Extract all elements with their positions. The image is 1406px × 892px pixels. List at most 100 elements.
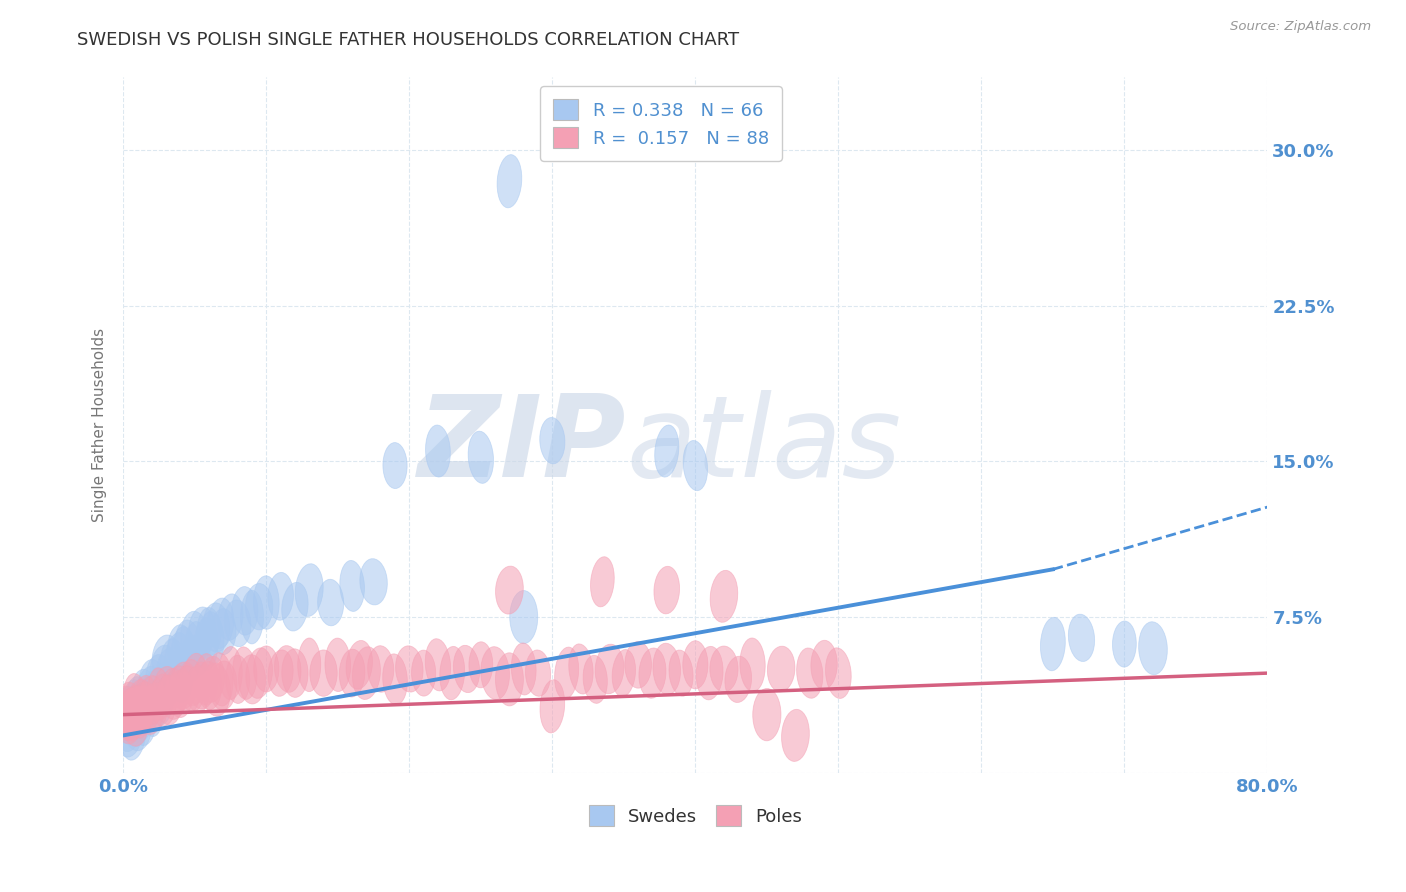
- Ellipse shape: [339, 649, 366, 697]
- Ellipse shape: [740, 638, 765, 691]
- Ellipse shape: [153, 666, 180, 713]
- Ellipse shape: [138, 659, 166, 712]
- Ellipse shape: [267, 573, 294, 620]
- Ellipse shape: [395, 646, 423, 692]
- Ellipse shape: [160, 639, 187, 691]
- Ellipse shape: [135, 687, 163, 734]
- Ellipse shape: [165, 632, 190, 684]
- Ellipse shape: [219, 647, 242, 699]
- Ellipse shape: [167, 670, 193, 717]
- Ellipse shape: [309, 650, 337, 697]
- Ellipse shape: [426, 425, 450, 477]
- Ellipse shape: [382, 654, 408, 705]
- Ellipse shape: [118, 689, 145, 741]
- Ellipse shape: [172, 627, 195, 678]
- Ellipse shape: [440, 647, 464, 700]
- Ellipse shape: [180, 636, 205, 681]
- Ellipse shape: [129, 686, 155, 735]
- Ellipse shape: [148, 668, 170, 720]
- Ellipse shape: [169, 657, 193, 703]
- Ellipse shape: [179, 659, 205, 712]
- Ellipse shape: [540, 417, 565, 464]
- Ellipse shape: [142, 671, 167, 717]
- Ellipse shape: [652, 643, 681, 695]
- Ellipse shape: [325, 638, 350, 691]
- Ellipse shape: [612, 649, 636, 697]
- Ellipse shape: [696, 647, 723, 700]
- Ellipse shape: [246, 648, 273, 698]
- Ellipse shape: [353, 647, 381, 699]
- Ellipse shape: [112, 686, 141, 735]
- Ellipse shape: [115, 689, 143, 740]
- Ellipse shape: [115, 706, 143, 757]
- Ellipse shape: [167, 624, 193, 672]
- Ellipse shape: [202, 603, 229, 652]
- Ellipse shape: [127, 680, 155, 733]
- Ellipse shape: [141, 683, 169, 730]
- Ellipse shape: [797, 648, 823, 698]
- Ellipse shape: [825, 648, 851, 698]
- Ellipse shape: [153, 662, 179, 709]
- Ellipse shape: [710, 570, 738, 623]
- Ellipse shape: [768, 646, 794, 692]
- Ellipse shape: [752, 689, 780, 740]
- Ellipse shape: [194, 654, 218, 705]
- Ellipse shape: [782, 709, 810, 762]
- Ellipse shape: [226, 656, 250, 704]
- Ellipse shape: [124, 687, 152, 734]
- Ellipse shape: [176, 620, 200, 668]
- Ellipse shape: [124, 704, 152, 751]
- Ellipse shape: [141, 684, 163, 737]
- Ellipse shape: [360, 558, 387, 605]
- Ellipse shape: [540, 680, 565, 733]
- Ellipse shape: [453, 645, 479, 692]
- Ellipse shape: [233, 647, 257, 699]
- Ellipse shape: [121, 696, 149, 747]
- Ellipse shape: [669, 650, 693, 696]
- Ellipse shape: [495, 566, 523, 614]
- Text: atlas: atlas: [627, 391, 901, 501]
- Ellipse shape: [591, 557, 614, 607]
- Ellipse shape: [112, 703, 141, 752]
- Ellipse shape: [655, 425, 679, 477]
- Ellipse shape: [683, 441, 707, 491]
- Ellipse shape: [114, 698, 141, 744]
- Ellipse shape: [554, 647, 579, 699]
- Ellipse shape: [127, 677, 149, 723]
- Ellipse shape: [368, 646, 394, 692]
- Ellipse shape: [274, 646, 301, 692]
- Ellipse shape: [169, 662, 197, 709]
- Ellipse shape: [253, 576, 280, 629]
- Ellipse shape: [186, 622, 209, 675]
- Ellipse shape: [412, 650, 436, 696]
- Ellipse shape: [194, 617, 218, 671]
- Ellipse shape: [157, 649, 181, 698]
- Ellipse shape: [165, 666, 191, 714]
- Ellipse shape: [654, 566, 679, 614]
- Text: Source: ZipAtlas.com: Source: ZipAtlas.com: [1230, 20, 1371, 33]
- Ellipse shape: [240, 591, 263, 644]
- Ellipse shape: [1112, 621, 1136, 667]
- Ellipse shape: [481, 647, 509, 699]
- Ellipse shape: [811, 640, 837, 690]
- Ellipse shape: [118, 689, 145, 741]
- Ellipse shape: [318, 579, 343, 626]
- Ellipse shape: [200, 612, 224, 664]
- Ellipse shape: [118, 682, 143, 731]
- Ellipse shape: [197, 607, 221, 656]
- Ellipse shape: [138, 676, 166, 724]
- Ellipse shape: [225, 600, 252, 647]
- Ellipse shape: [132, 682, 160, 731]
- Ellipse shape: [624, 641, 651, 688]
- Ellipse shape: [145, 674, 173, 725]
- Ellipse shape: [176, 665, 200, 714]
- Ellipse shape: [129, 686, 155, 735]
- Ellipse shape: [1139, 622, 1167, 674]
- Y-axis label: Single Father Households: Single Father Households: [93, 328, 107, 522]
- Ellipse shape: [470, 642, 492, 688]
- Ellipse shape: [1069, 615, 1095, 662]
- Ellipse shape: [114, 698, 141, 744]
- Ellipse shape: [146, 655, 173, 704]
- Ellipse shape: [150, 674, 177, 726]
- Ellipse shape: [180, 611, 209, 665]
